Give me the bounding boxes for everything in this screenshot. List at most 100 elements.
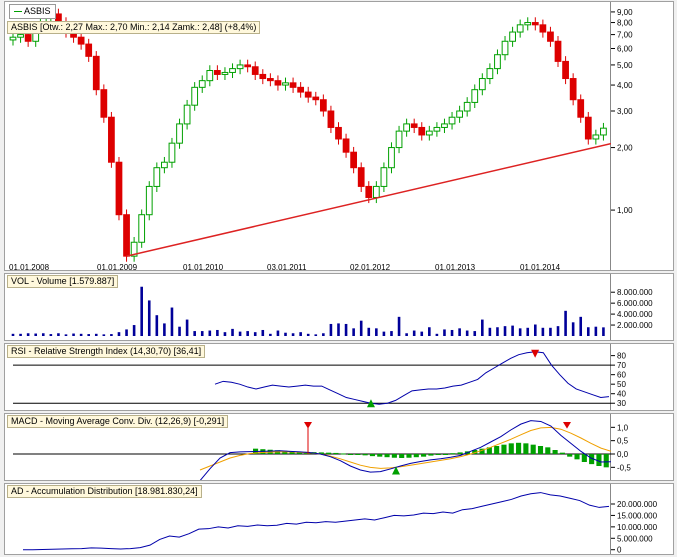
macd-histogram-bar — [289, 451, 295, 454]
volume-bar — [291, 333, 295, 336]
macd-histogram-bar — [537, 446, 544, 454]
volume-bar — [208, 330, 212, 336]
macd-signal-line — [199, 426, 611, 471]
volume-bar — [534, 324, 537, 336]
volume-chart — [11, 286, 605, 336]
volume-bar — [571, 322, 575, 336]
candle-body — [516, 24, 524, 33]
candle-body — [153, 167, 161, 187]
macd-histogram-bar — [450, 453, 456, 455]
volume-bar — [94, 333, 98, 336]
candle-body — [130, 241, 138, 257]
macd-histogram-bar — [574, 454, 580, 460]
candle-body — [282, 82, 289, 86]
volume-title: VOL - Volume [1.579.887] — [7, 275, 119, 288]
volume-bar — [579, 316, 583, 336]
volume-bar — [26, 333, 30, 336]
candle-body — [92, 55, 100, 91]
candle-body — [176, 123, 183, 144]
rsi-chart — [13, 349, 611, 408]
x-tick-label: 03.01.2011 — [267, 263, 307, 272]
macd-buy-signal — [392, 466, 400, 475]
price-plot-area: ASBIS ASBIS [Otw.: 2,27 Max.: 2,70 Min.:… — [5, 2, 611, 270]
volume-bar — [79, 333, 83, 336]
macd-plot-area: MACD - Moving Average Conv. Div. (12,26,… — [5, 414, 611, 480]
candle-body — [372, 185, 380, 198]
ad-panel: AD - Accumulation Distribution [18.981.8… — [4, 483, 674, 555]
candle-body — [592, 134, 600, 140]
macd-histogram-bar — [369, 454, 376, 457]
candle-body — [161, 161, 168, 169]
legend-swatch — [14, 11, 22, 13]
candle-body — [388, 147, 395, 169]
candle-body — [531, 22, 539, 26]
volume-bar — [329, 323, 333, 336]
volume-bar — [231, 328, 234, 336]
macd-histogram-bar — [318, 452, 324, 454]
macd-histogram-bar — [362, 454, 368, 456]
candle-body — [539, 24, 547, 33]
price-y-tick-label: 8,00 — [617, 19, 633, 28]
ad-y-axis: 20.000.000 15.000.000 10.000.000 5.000.000 0 — [611, 500, 658, 554]
candle-body — [524, 22, 532, 26]
macd-chart — [13, 420, 611, 480]
volume-bar — [216, 329, 219, 336]
macd-histogram-bar — [472, 450, 478, 454]
candle-body — [584, 116, 592, 140]
macd-histogram-bar — [391, 454, 397, 458]
price-y-tick-label: 3,00 — [617, 107, 633, 116]
macd-histogram-bar — [428, 454, 434, 456]
volume-bar — [185, 319, 189, 336]
candle-body — [441, 123, 448, 128]
macd-y-tick-label: 1,0 — [617, 423, 629, 432]
volume-bar — [276, 330, 280, 336]
volume-bar — [269, 333, 272, 336]
volume-bar — [390, 331, 393, 336]
volume-bar — [253, 332, 257, 336]
volume-bar — [306, 333, 310, 336]
rsi-y-tick-label: 80 — [617, 352, 626, 361]
candle-body — [380, 167, 388, 187]
candle-body — [274, 80, 282, 86]
trendline — [126, 142, 611, 257]
price-y-axis: 9,00 8,00 7,00 6,00 5,00 4,00 3,00 2,00 1,00 — [611, 8, 633, 215]
price-y-tick-label: 5,00 — [617, 61, 633, 70]
macd-sell-signal-2 — [563, 422, 571, 429]
volume-bar — [322, 333, 325, 336]
ad-line — [23, 492, 610, 551]
candle-body — [327, 110, 335, 128]
volume-bar — [465, 330, 469, 336]
macd-histogram-bar — [494, 446, 500, 454]
volume-bar — [125, 329, 128, 336]
macd-histogram-bar — [333, 452, 339, 454]
volume-bar — [200, 331, 204, 336]
macd-y-tick-label: 0,5 — [617, 437, 629, 446]
rsi-y-tick-label: 40 — [617, 390, 626, 399]
ad-y-tick-label: 0 — [617, 546, 622, 554]
macd-title: MACD - Moving Average Conv. Div. (12,26,… — [7, 415, 229, 428]
candle-body — [236, 64, 244, 70]
price-y-tick-label: 6,00 — [617, 44, 633, 53]
rsi-title: RSI - Relative Strength Index (14,30,70)… — [7, 345, 206, 358]
price-y-tick-label: 7,00 — [617, 31, 633, 40]
rsi-y-tick-label: 50 — [617, 380, 626, 389]
macd-line — [199, 420, 611, 480]
volume-bar — [450, 329, 454, 336]
volume-bar — [193, 331, 196, 336]
volume-bar — [132, 325, 136, 336]
candle-body — [456, 110, 463, 118]
macd-histogram-bar — [596, 454, 602, 466]
macd-histogram-bar — [559, 452, 565, 454]
macd-histogram-bar — [567, 454, 573, 457]
x-tick-label: 01.01.2010 — [183, 263, 224, 272]
macd-histogram-bar — [523, 443, 529, 454]
volume-bar — [170, 307, 174, 336]
candle-body — [24, 34, 32, 42]
price-y-tick-label: 9,00 — [617, 8, 633, 17]
candle-body — [115, 161, 123, 216]
macd-histogram-bar — [603, 454, 609, 468]
volume-panel: VOL - Volume [1.579.887] 8.000.000 6.000.… — [4, 273, 674, 341]
volume-bar — [511, 325, 514, 336]
candle-body — [214, 70, 221, 75]
